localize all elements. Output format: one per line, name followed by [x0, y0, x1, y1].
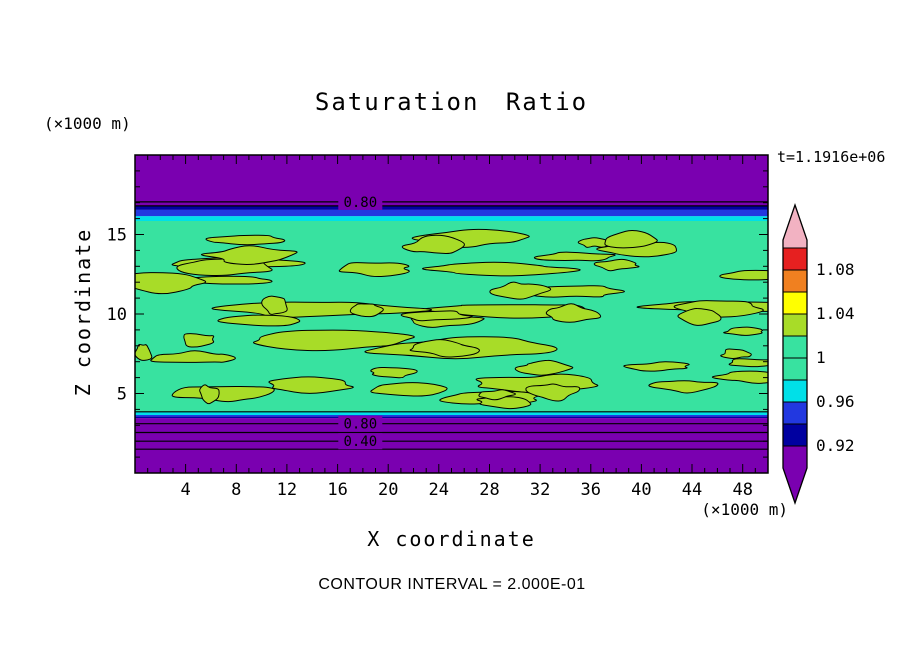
contour-band-blue — [135, 415, 768, 417]
y-tick-label: 5 — [117, 385, 127, 405]
contour-band-blue — [135, 209, 768, 217]
x-tick-label: 8 — [231, 480, 241, 500]
contour-line-label: 0.80 — [343, 195, 377, 211]
contour-band-purple — [135, 155, 768, 206]
contour-interval-note: CONTOUR INTERVAL = 2.000E-01 — [318, 576, 586, 593]
x-tick-label: 32 — [530, 480, 550, 500]
x-axis-title: X coordinate — [367, 527, 536, 551]
contour-band-navy — [135, 205, 768, 210]
colorbar-label: 0.96 — [816, 392, 855, 411]
x-tick-label: 28 — [479, 480, 499, 500]
axis-ticks — [135, 155, 768, 473]
x-tick-label: 36 — [581, 480, 601, 500]
contour-band-purple — [135, 418, 768, 473]
contour-band-cyan — [135, 216, 768, 221]
y-tick-label: 10 — [107, 305, 127, 325]
colorbar-label: 1.08 — [816, 260, 855, 279]
contour-line-label: 0.40 — [343, 434, 377, 450]
x-tick-label: 4 — [180, 480, 190, 500]
time-annotation: t=1.1916e+06 — [777, 148, 886, 166]
x-tick-label: 44 — [682, 480, 702, 500]
x-tick-label: 12 — [277, 480, 297, 500]
colorbar-label: 1.04 — [816, 304, 855, 323]
y-tick-label: 15 — [107, 226, 127, 246]
colorbar-top-arrow — [783, 205, 807, 240]
contour-band-navy — [135, 416, 768, 419]
colorbar: 1.08 1.04 1 0.96 0.92 — [782, 202, 855, 506]
x-tick-label: 20 — [378, 480, 398, 500]
x-tick-label: 24 — [429, 480, 449, 500]
colorbar-label: 1 — [816, 348, 826, 367]
colorbar-bottom-arrow — [783, 468, 807, 503]
chart-title: Saturation Ratio — [314, 88, 589, 116]
x-axis-unit-label: (×1000 m) — [701, 500, 788, 519]
saturation-blobs — [135, 228, 768, 410]
x-tick-label: 48 — [732, 480, 752, 500]
x-tick-label: 16 — [327, 480, 347, 500]
colorbar-label: 0.92 — [816, 436, 855, 455]
x-tick-label: 40 — [631, 480, 651, 500]
y-axis-unit-label: (×1000 m) — [44, 114, 131, 133]
contour-band-cyan — [135, 411, 768, 415]
contour-line-label: 0.80 — [343, 417, 377, 433]
